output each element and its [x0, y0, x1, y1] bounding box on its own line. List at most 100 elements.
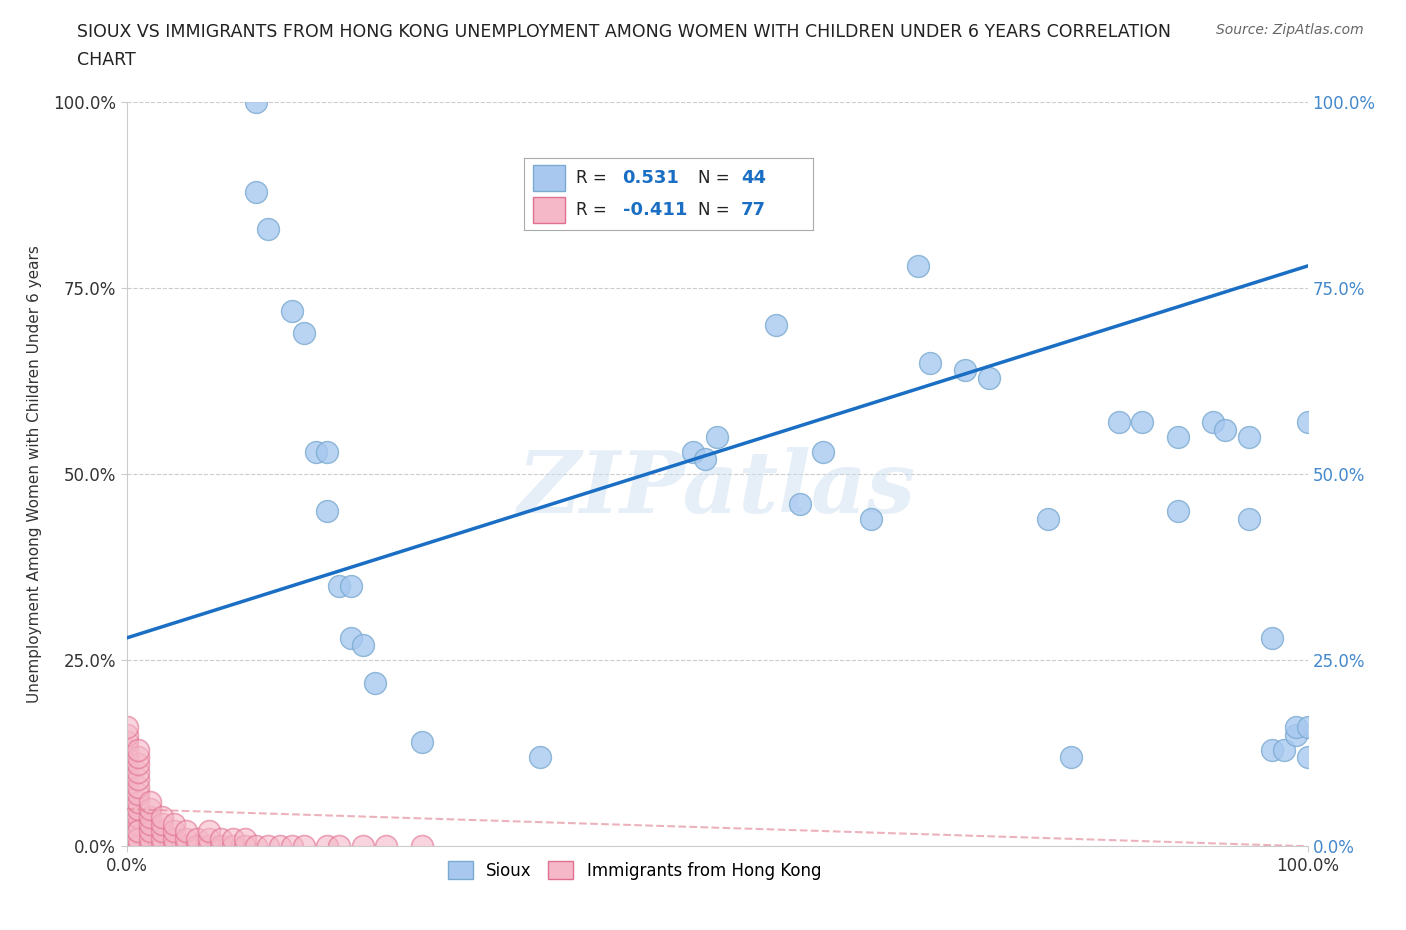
Point [352, 638, 374, 653]
Point [222, 839, 245, 854]
Text: CHART: CHART [77, 51, 136, 69]
Point [115, 757, 138, 772]
Point [245, 95, 267, 110]
Point [1202, 415, 1225, 430]
Point [328, 578, 350, 593]
Point [150, 809, 173, 824]
Point [150, 839, 173, 854]
Point [977, 370, 1000, 385]
Point [1261, 742, 1284, 757]
Point [281, 303, 304, 318]
Text: N =: N = [697, 169, 730, 187]
Point [127, 772, 149, 787]
Point [115, 839, 138, 854]
Point [115, 742, 138, 757]
Point [222, 831, 245, 846]
Point [695, 452, 717, 467]
Point [127, 824, 149, 839]
Point [115, 817, 138, 831]
Y-axis label: Unemployment Among Women with Children Under 6 years: Unemployment Among Women with Children U… [27, 246, 42, 703]
Point [328, 839, 350, 854]
Text: N =: N = [697, 201, 730, 219]
Point [127, 809, 149, 824]
Point [139, 831, 162, 846]
Point [375, 839, 398, 854]
Point [1108, 415, 1130, 430]
Point [174, 824, 197, 839]
Point [186, 839, 208, 854]
FancyBboxPatch shape [533, 197, 565, 222]
Point [127, 757, 149, 772]
Point [529, 750, 551, 764]
Point [233, 839, 256, 854]
Point [174, 839, 197, 854]
Text: 77: 77 [741, 201, 766, 219]
Point [918, 355, 941, 370]
Point [340, 631, 363, 645]
Point [411, 735, 433, 750]
Point [127, 839, 149, 854]
Point [411, 839, 433, 854]
Point [292, 326, 315, 340]
Point [953, 363, 976, 378]
Point [292, 839, 315, 854]
Point [1167, 504, 1189, 519]
Point [163, 824, 186, 839]
Point [163, 817, 186, 831]
Point [765, 318, 787, 333]
Point [316, 839, 339, 854]
Point [139, 802, 162, 817]
Point [139, 839, 162, 854]
Point [127, 824, 149, 839]
Text: 0.531: 0.531 [623, 169, 679, 187]
Point [209, 831, 232, 846]
Point [127, 742, 149, 757]
Point [245, 184, 267, 199]
Point [186, 831, 208, 846]
Point [859, 512, 882, 526]
Point [115, 750, 138, 764]
Point [115, 787, 138, 802]
Point [115, 831, 138, 846]
Point [139, 809, 162, 824]
Point [907, 259, 929, 273]
Point [316, 445, 339, 459]
Point [198, 839, 221, 854]
Point [150, 831, 173, 846]
Point [1296, 750, 1319, 764]
Point [127, 831, 149, 846]
Point [1296, 720, 1319, 735]
Point [198, 831, 221, 846]
Point [127, 787, 149, 802]
Point [115, 720, 138, 735]
Point [1272, 742, 1295, 757]
Point [115, 772, 138, 787]
Point [115, 727, 138, 742]
Point [127, 779, 149, 794]
Point [139, 817, 162, 831]
Point [115, 824, 138, 839]
Point [198, 824, 221, 839]
Point [304, 445, 326, 459]
Point [127, 764, 149, 779]
Point [115, 809, 138, 824]
Point [150, 824, 173, 839]
Point [281, 839, 304, 854]
Text: SIOUX VS IMMIGRANTS FROM HONG KONG UNEMPLOYMENT AMONG WOMEN WITH CHILDREN UNDER : SIOUX VS IMMIGRANTS FROM HONG KONG UNEMP… [77, 23, 1171, 41]
Point [363, 675, 385, 690]
Point [115, 779, 138, 794]
Text: 44: 44 [741, 169, 766, 187]
Point [706, 430, 728, 445]
Point [1167, 430, 1189, 445]
Point [1285, 727, 1308, 742]
Point [115, 839, 138, 854]
Point [127, 750, 149, 764]
Point [163, 831, 186, 846]
Point [1237, 512, 1260, 526]
Text: R =: R = [576, 169, 607, 187]
Legend: Sioux, Immigrants from Hong Kong: Sioux, Immigrants from Hong Kong [441, 855, 828, 886]
Point [1060, 750, 1083, 764]
Point [115, 735, 138, 750]
Point [269, 839, 291, 854]
Point [789, 497, 811, 512]
